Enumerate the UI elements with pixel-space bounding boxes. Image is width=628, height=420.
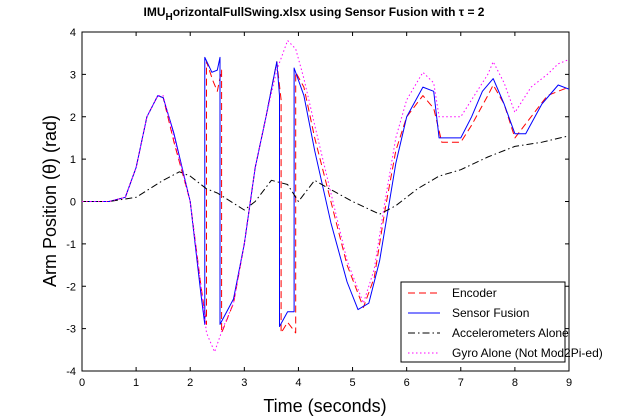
x-tick-label: 8 (512, 377, 518, 389)
x-axis-label: Time (seconds) (263, 396, 386, 416)
x-tick-label: 6 (404, 377, 410, 389)
y-tick-label: -2 (66, 281, 76, 293)
series-line-4 (82, 40, 569, 353)
y-axis-label-after: ) (rad) (40, 115, 60, 164)
x-tick-label: 3 (241, 377, 247, 389)
title-subscript: H (166, 12, 173, 23)
legend-label-2: Sensor Fusion (452, 306, 529, 320)
x-tick-label: 7 (458, 377, 464, 389)
title-tau-symbol: τ (459, 5, 465, 19)
chart-title: IMUHorizontalFullSwing.xlsx using Sensor… (144, 5, 485, 23)
x-tick-label: 4 (295, 377, 301, 389)
y-tick-label: 4 (70, 27, 76, 39)
x-tick-label: 1 (133, 377, 139, 389)
legend-label-3: Accelerometers Alone (452, 326, 569, 340)
legend-box (400, 281, 566, 363)
series-line-3 (82, 135, 569, 215)
legend-label-1: Encoder (452, 286, 497, 300)
legend: Encoder Sensor Fusion Accelerometers Alone… (400, 281, 603, 363)
y-tick-label: -1 (66, 239, 76, 251)
y-tick-label: 3 (70, 69, 76, 81)
x-tick-label: 9 (566, 377, 572, 389)
title-rest: orizontalFullSwing.xlsx using Sensor Fus… (173, 5, 456, 19)
y-tick-label: 1 (70, 154, 76, 166)
series-layer (82, 40, 569, 353)
x-tick-label: 0 (79, 377, 85, 389)
y-tick-label: -4 (66, 366, 76, 378)
x-tick-label: 5 (349, 377, 355, 389)
series-line-2 (82, 56, 569, 327)
y-tick-label: 0 (70, 197, 76, 209)
y-tick-label: 2 (70, 112, 76, 124)
x-axis-ticks: 0 1 2 3 4 5 6 7 8 9 (79, 32, 572, 389)
x-tick-label: 2 (187, 377, 193, 389)
y-axis-label-before: Arm Position ( (40, 174, 60, 287)
title-main: IMU (144, 5, 166, 19)
y-axis-label: Arm Position (θ) (rad) (40, 115, 60, 287)
y-tick-label: -3 (66, 324, 76, 336)
y-axis-label-symbol: θ (40, 164, 60, 174)
title-tau-value: = 2 (467, 5, 484, 19)
legend-label-4: Gyro Alone (Not Mod2Pi-ed) (452, 346, 603, 360)
